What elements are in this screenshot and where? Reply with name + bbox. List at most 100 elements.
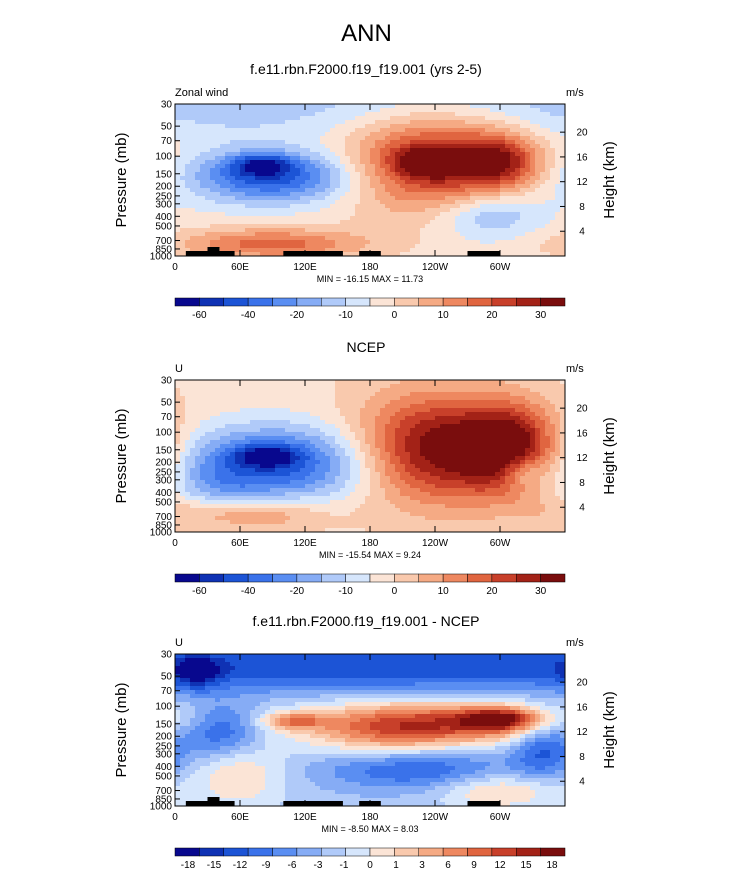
colorbar-swatch <box>516 297 541 307</box>
y-tick-label: 50 <box>161 672 173 683</box>
colorbar-label: 18 <box>546 860 558 871</box>
colorbar-swatch <box>394 297 419 307</box>
right-tick-label: 12 <box>576 177 588 188</box>
colorbar-label: -60 <box>192 586 207 597</box>
x-tick-label: 0 <box>172 538 178 549</box>
right-tick-label: 20 <box>576 128 588 139</box>
colorbar-label: 6 <box>445 860 451 871</box>
colorbar: -60 -40 -20 -10 0 10 20 30 <box>174 573 566 597</box>
right-tick-label: 16 <box>576 428 588 439</box>
panel-title: NCEP <box>347 339 386 355</box>
topography-block <box>283 251 343 256</box>
y-tick-label: 70 <box>161 412 173 423</box>
stats-text: MIN = -15.54 MAX = 9.24 <box>319 550 421 560</box>
colorbar-swatch <box>442 573 468 583</box>
y-tick-label: 200 <box>155 732 172 743</box>
x-tick-label: 60W <box>490 538 511 549</box>
x-tick-label: 60W <box>490 812 511 823</box>
y-tick-label: 250 <box>155 191 172 202</box>
x-tick-label: 60W <box>490 262 511 273</box>
colorbar-swatch <box>418 297 444 307</box>
colorbar-swatch <box>199 573 224 583</box>
y-tick-label: 700 <box>155 512 172 523</box>
colorbar-swatch <box>223 847 249 857</box>
y-tick-label: 850 <box>155 794 172 805</box>
right-tick-label: 8 <box>579 202 585 213</box>
topography-block <box>467 251 500 256</box>
y-tick-label: 300 <box>155 475 172 486</box>
colorbar-swatch <box>223 573 249 583</box>
y-tick-label: 300 <box>155 199 172 210</box>
colorbar-label: -40 <box>241 310 256 321</box>
colorbar-swatch <box>467 573 493 583</box>
field-cells <box>175 654 566 807</box>
colorbar-label: -60 <box>192 310 207 321</box>
y-tick-label: 70 <box>161 686 173 697</box>
stats-text: MIN = -8.50 MAX = 8.03 <box>321 824 418 834</box>
y-tick-label: 1000 <box>150 802 173 813</box>
panel-title: f.e11.rbn.F2000.f19_f19.001 (yrs 2-5) <box>250 61 482 77</box>
colorbar-swatch <box>174 847 200 857</box>
right-tick-label: 4 <box>579 503 585 514</box>
colorbar-label: -12 <box>233 860 248 871</box>
right-tick-label: 4 <box>579 777 585 788</box>
colorbar-swatch <box>247 297 273 307</box>
panel-units: m/s <box>566 363 584 375</box>
right-tick-label: 20 <box>576 404 588 415</box>
y-axis-label: Pressure (mb) <box>113 408 130 503</box>
x-tick-label: 120E <box>293 262 317 273</box>
y-tick-label: 150 <box>155 719 172 730</box>
topography-block <box>185 251 235 256</box>
colorbar-swatch <box>345 573 371 583</box>
y-tick-label: 150 <box>155 169 172 180</box>
colorbar-label: 0 <box>392 310 398 321</box>
colorbar-swatch <box>247 847 273 857</box>
y-tick-label: 30 <box>161 650 173 661</box>
right-tick-label: 16 <box>576 152 588 163</box>
colorbar-swatch <box>491 297 517 307</box>
colorbar-swatch <box>296 847 322 857</box>
y-tick-label: 850 <box>155 520 172 531</box>
colorbar-label: 1 <box>393 860 399 871</box>
colorbar-label: 3 <box>419 860 425 871</box>
x-tick-label: 180 <box>362 538 379 549</box>
colorbar-swatch <box>394 847 419 857</box>
colorbar-label: -40 <box>241 586 256 597</box>
colorbar-swatch <box>321 847 346 857</box>
x-tick-label: 120W <box>422 538 449 549</box>
right-tick-label: 20 <box>576 678 588 689</box>
colorbar-swatch <box>540 297 566 307</box>
colorbar-swatch <box>345 847 371 857</box>
colorbar-label: -9 <box>262 860 271 871</box>
y-axis-label-right: Height (km) <box>601 691 618 769</box>
colorbar-label: 0 <box>367 860 373 871</box>
colorbar-swatch <box>296 573 322 583</box>
colorbar-swatch <box>418 573 444 583</box>
colorbar-swatch <box>199 847 224 857</box>
colorbar-label: -3 <box>314 860 323 871</box>
colorbar-swatch <box>174 297 200 307</box>
colorbar-swatch <box>321 297 346 307</box>
panel-units: m/s <box>566 637 584 649</box>
colorbar-swatch <box>467 297 493 307</box>
colorbar-swatch <box>321 573 346 583</box>
topography-block <box>467 801 500 806</box>
y-tick-label: 30 <box>161 376 173 387</box>
colorbar-swatch <box>516 847 541 857</box>
colorbar-swatch <box>369 847 395 857</box>
panel-1: f.e11.rbn.F2000.f19_f19.001 (yrs 2-5) Zon… <box>113 61 618 321</box>
right-tick-label: 16 <box>576 702 588 713</box>
y-tick-label: 100 <box>155 702 172 713</box>
right-tick-label: 12 <box>576 453 588 464</box>
colorbar-swatch <box>296 297 322 307</box>
topography-block <box>207 247 220 252</box>
colorbar-label: -10 <box>338 310 353 321</box>
colorbar-swatch <box>369 573 395 583</box>
colorbar-label: 30 <box>535 310 547 321</box>
x-tick-label: 120E <box>293 538 317 549</box>
y-axis-label: Pressure (mb) <box>113 132 130 227</box>
colorbar-swatch <box>369 297 395 307</box>
x-tick-label: 180 <box>362 812 379 823</box>
